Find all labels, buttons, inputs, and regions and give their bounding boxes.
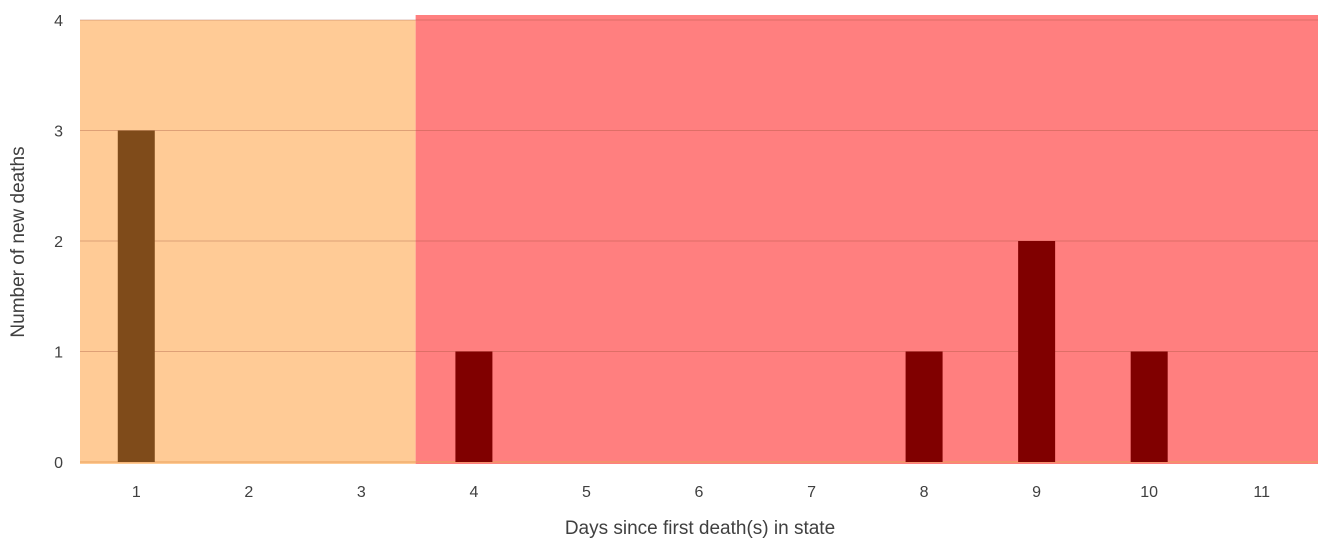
x-tick-label: 6 (695, 484, 704, 501)
y-tick-label: 0 (54, 455, 63, 472)
x-tick-label: 7 (807, 484, 816, 501)
x-axis-title: Days since first death(s) in state (565, 518, 835, 539)
bars (117, 130, 1168, 462)
x-tick-label: 1 (132, 484, 141, 501)
y-tick-label: 2 (54, 234, 63, 251)
x-tick-label: 11 (1253, 484, 1270, 501)
y-tick-label: 4 (54, 13, 63, 30)
bar (455, 351, 493, 462)
x-tick-label: 2 (244, 484, 253, 501)
x-tick-label: 10 (1140, 484, 1158, 501)
bar (117, 130, 155, 462)
gridlines (80, 19, 1318, 463)
x-tick-label: 5 (582, 484, 591, 501)
bar (1130, 351, 1168, 462)
y-axis-title: Number of new deaths (8, 146, 29, 337)
y-tick-labels: 0 1 2 3 4 (54, 13, 63, 472)
y-tick-label: 1 (54, 345, 63, 362)
phase-band (415, 15, 1318, 464)
bar (905, 351, 943, 462)
x-tick-label: 9 (1032, 484, 1041, 501)
x-tick-label: 3 (357, 484, 366, 501)
x-tick-label: 4 (469, 484, 478, 501)
x-tick-labels: 1 2 3 4 5 6 7 8 9 10 11 (132, 484, 1270, 501)
bar (1018, 241, 1056, 462)
y-tick-label: 3 (54, 124, 63, 141)
x-tick-label: 8 (920, 484, 929, 501)
